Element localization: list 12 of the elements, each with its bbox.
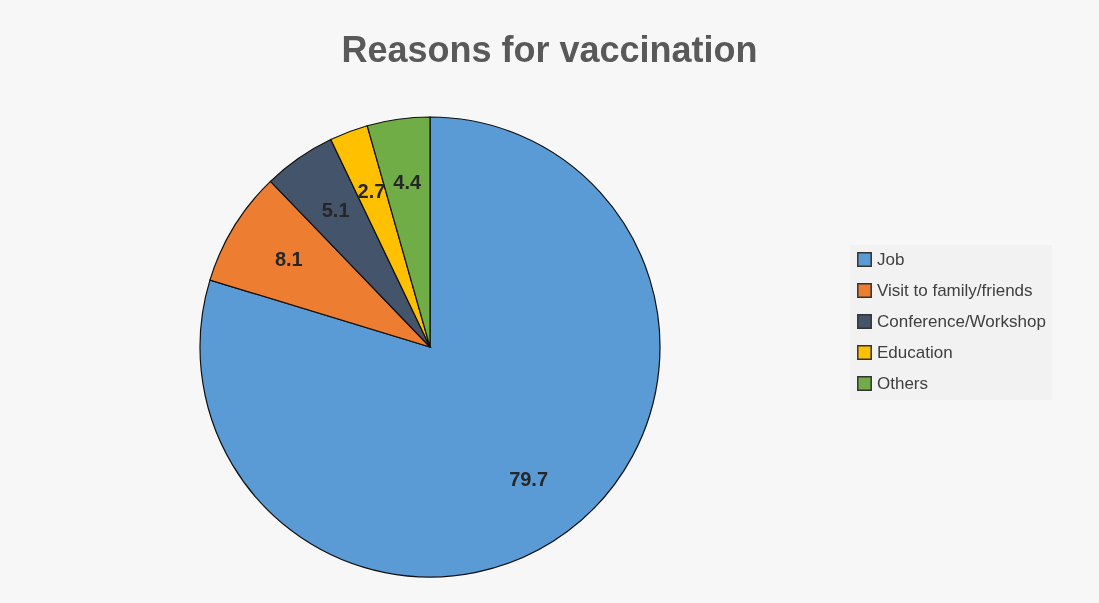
legend-label: Others xyxy=(877,373,929,393)
data-label: 79.7 xyxy=(509,468,549,491)
data-label: 8.1 xyxy=(274,248,303,271)
data-label: 4.4 xyxy=(393,170,422,193)
data-label: 2.7 xyxy=(357,180,386,203)
chart-title: Reasons for vaccination xyxy=(341,29,758,70)
pie-slice xyxy=(199,116,661,578)
legend-label: Job xyxy=(877,249,905,269)
data-label: 5.1 xyxy=(321,198,350,221)
legend-label: Visit to family/friends xyxy=(877,280,1033,300)
legend-label: Education xyxy=(877,342,953,362)
legend-label: Conference/Workshop xyxy=(877,311,1046,331)
